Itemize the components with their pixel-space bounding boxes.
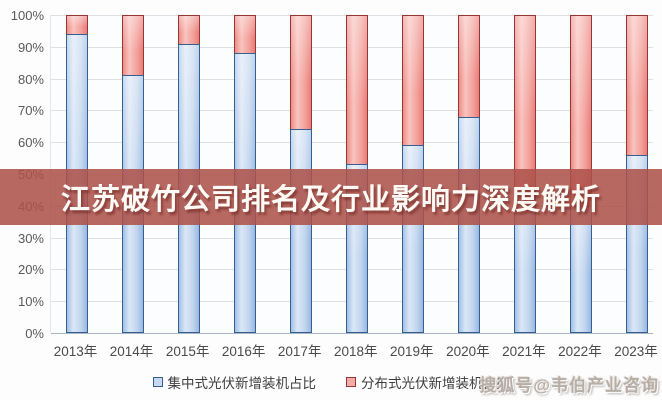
segment-distributed-2019年 — [401, 15, 424, 146]
y-tick-label: 10% — [17, 294, 44, 310]
segment-distributed-2023年 — [626, 15, 648, 155]
legend-swatch-icon — [346, 377, 356, 387]
segment-distributed-2016年 — [233, 15, 256, 54]
bar-2022年 — [569, 15, 592, 333]
bar-2021年 — [513, 15, 536, 333]
y-tick-label: 70% — [17, 103, 44, 119]
x-tick-label-2016年: 2016年 — [221, 344, 266, 359]
x-tick-label-2013年: 2013年 — [53, 344, 98, 359]
segment-distributed-2022年 — [569, 15, 592, 206]
bar-2018年 — [345, 15, 368, 333]
legend: 集中式光伏新增装机占比 分布式光伏新增装机占比 — [0, 372, 662, 392]
segment-distributed-2020年 — [457, 15, 480, 117]
y-tick-label: 30% — [17, 230, 44, 246]
legend-item-distributed: 分布式光伏新增装机占比 — [346, 372, 510, 392]
x-tick-label-2023年: 2023年 — [614, 344, 658, 359]
segment-distributed-2015年 — [177, 15, 200, 44]
segment-distributed-2017年 — [289, 15, 312, 130]
x-tick-label-2020年: 2020年 — [446, 344, 490, 359]
x-tick-label-2019年: 2019年 — [390, 344, 434, 359]
y-tick-label: 90% — [17, 39, 44, 55]
legend-label: 集中式光伏新增装机占比 — [167, 376, 317, 391]
y-tick-label: 100% — [10, 8, 44, 23]
y-tick-label: 20% — [17, 262, 44, 278]
x-tick-label-2014年: 2014年 — [109, 344, 154, 359]
x-tick-label-2021年: 2021年 — [502, 344, 546, 359]
watermark: 搜狐号@韦伯产业咨询 — [479, 376, 659, 395]
x-tick-label-2022年: 2022年 — [558, 344, 602, 359]
segment-distributed-2021年 — [513, 15, 536, 197]
legend-swatch-icon — [152, 377, 163, 387]
x-tick-label-2018年: 2018年 — [333, 344, 378, 359]
y-tick-label: 60% — [17, 135, 44, 151]
y-tick-label: 0% — [25, 326, 44, 341]
x-tick-label-2015年: 2015年 — [165, 344, 210, 359]
segment-distributed-2018年 — [345, 15, 368, 165]
segment-distributed-2013年 — [65, 15, 88, 35]
y-tick-label: 80% — [17, 71, 44, 87]
legend-label: 分布式光伏新增装机占比 — [361, 376, 510, 391]
title-banner: 江苏破竹公司排名及行业影响力深度解析 — [0, 169, 662, 225]
gridline-0 — [51, 333, 653, 334]
x-tick-label-2017年: 2017年 — [277, 344, 322, 359]
banner-title: 江苏破竹公司排名及行业影响力深度解析 — [60, 184, 601, 216]
segment-distributed-2014年 — [121, 15, 144, 76]
legend-item-centralized: 集中式光伏新增装机占比 — [152, 372, 317, 392]
segment-centralized-2017年 — [289, 129, 312, 333]
